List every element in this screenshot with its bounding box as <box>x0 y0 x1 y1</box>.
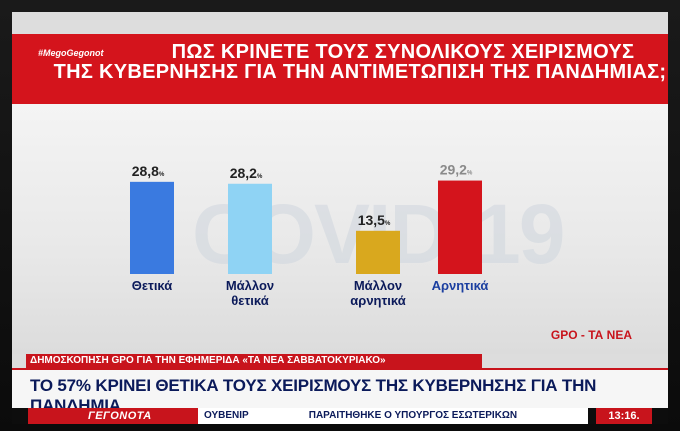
bar-3 <box>356 230 400 274</box>
data-label-3: 13,5% <box>358 212 391 228</box>
hashtag-label: #MegoGegonot <box>38 48 104 58</box>
title-banner <box>12 34 668 104</box>
poll-source-label: GPO - ΤΑ ΝΕΑ <box>550 328 632 342</box>
bar-4 <box>438 180 482 274</box>
category-label-4: Αρνητικά <box>432 278 489 293</box>
category-label-2-line-1: Μάλλον <box>226 278 274 293</box>
ticker-clock: 13:16. <box>596 408 652 424</box>
category-label-3-line-2: αρνητικά <box>350 293 405 308</box>
poll-caption-strap: ΔΗΜΟΣΚΟΠΗΣΗ GPO ΓΙΑ ΤΗΝ ΕΦΗΜΕΡΙΔΑ «ΤΑ ΝΕ… <box>26 354 482 368</box>
chart-panel: COVID-19 28,8%Θετικά28,2%Μάλλονθετικά13,… <box>12 104 668 354</box>
category-label-2-line-2: θετικά <box>231 293 268 308</box>
ticker-item: ΟΥΒΕΝΙΡ <box>204 410 249 421</box>
category-label-1: Θετικά <box>132 278 173 293</box>
tv-screen: #MegoGegonot ΠΩΣ ΚΡΙΝΕΤΕ ΤΟΥΣ ΣΥΝΟΛΙΚΟΥΣ… <box>12 12 668 424</box>
data-label-2: 28,2% <box>230 165 263 181</box>
bar-chart: 28,8%Θετικά28,2%Μάλλονθετικά13,5%Μάλλονα… <box>130 162 489 308</box>
chart-title: ΠΩΣ ΚΡΙΝΕΤΕ ΤΟΥΣ ΣΥΝΟΛΙΚΟΥΣ ΧΕΙΡΙΣΜΟΥΣ Τ… <box>38 42 668 82</box>
ticker-item: ΠΑΡΑΙΤΗΘΗΚΕ Ο ΥΠΟΥΡΓΟΣ ΕΣΩΤΕΡΙΚΩΝ <box>308 410 518 421</box>
category-label-3-line-1: Μάλλον <box>354 278 402 293</box>
bar-2 <box>228 183 272 274</box>
ticker-text: ΟΥΒΕΝΙΡ ΠΑΡΑΙΤΗΘΗΚΕ Ο ΥΠΟΥΡΓΟΣ ΕΣΩΤΕΡΙΚΩΝ <box>198 408 588 424</box>
headline-strap: ΤΟ 57% ΚΡΙΝΕΙ ΘΕΤΙΚΑ ΤΟΥΣ ΧΕΙΡΙΣΜΟΥΣ ΤΗΣ… <box>12 368 668 415</box>
bar-1 <box>130 181 174 274</box>
data-label-1: 28,8% <box>132 163 165 179</box>
chart-title-line-1: ΠΩΣ ΚΡΙΝΕΤΕ ΤΟΥΣ ΣΥΝΟΛΙΚΟΥΣ ΧΕΙΡΙΣΜΟΥΣ <box>171 41 635 63</box>
chart-title-line-2: ΤΗΣ ΚΥΒΕΡΝΗΣΗΣ ΓΙΑ ΤΗΝ ΑΝΤΙΜΕΤΩΠΙΣΗ ΤΗΣ … <box>53 61 667 83</box>
ticker-logo: ΓΕΓΟΝΟΤΑ <box>28 408 198 424</box>
data-label-4: 29,2% <box>440 162 473 178</box>
news-ticker: ΓΕΓΟΝΟΤΑ ΟΥΒΕΝΙΡ ΠΑΡΑΙΤΗΘΗΚΕ Ο ΥΠΟΥΡΓΟΣ Ε… <box>12 408 668 424</box>
